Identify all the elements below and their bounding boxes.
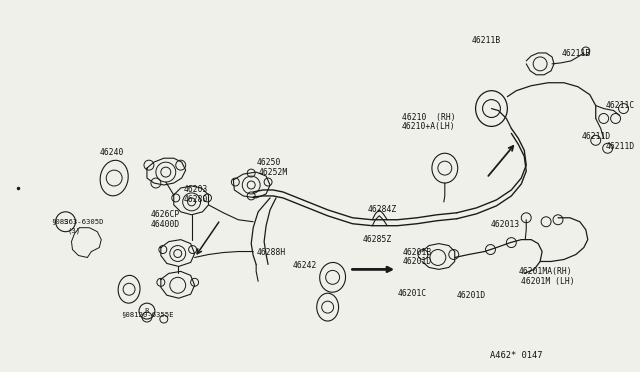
Text: 46240: 46240	[99, 148, 124, 157]
Text: 46280: 46280	[184, 195, 208, 204]
Text: 46211D: 46211D	[582, 132, 611, 141]
Text: 46288H: 46288H	[256, 247, 285, 257]
Text: 46252M: 46252M	[258, 168, 287, 177]
Text: 46210+A(LH): 46210+A(LH)	[402, 122, 456, 131]
Text: A462* 0147: A462* 0147	[490, 351, 543, 360]
Text: 46201D: 46201D	[403, 257, 433, 266]
Text: B: B	[145, 308, 149, 314]
Text: (3): (3)	[67, 228, 81, 234]
Text: 46201B: 46201B	[403, 247, 433, 257]
Text: 46201MA(RH): 46201MA(RH)	[518, 267, 572, 276]
Text: 46211D: 46211D	[605, 142, 635, 151]
Text: §08363-6305D: §08363-6305D	[52, 218, 104, 224]
Text: 4626CP: 4626CP	[151, 210, 180, 219]
Text: 46285Z: 46285Z	[362, 235, 392, 244]
Text: 46203: 46203	[184, 185, 208, 194]
Text: 46250: 46250	[256, 158, 280, 167]
Text: 46211C: 46211C	[605, 100, 635, 110]
Text: 462013: 462013	[490, 220, 520, 229]
Text: S: S	[63, 219, 68, 225]
Text: §08120-6355E: §08120-6355E	[121, 311, 173, 317]
Text: 46211B: 46211B	[562, 49, 591, 58]
Text: 46400D: 46400D	[151, 220, 180, 229]
Text: 46201D: 46201D	[457, 291, 486, 300]
Text: 46201C: 46201C	[397, 289, 426, 298]
Text: 46284Z: 46284Z	[367, 205, 397, 214]
Text: 46211B: 46211B	[472, 36, 501, 45]
Text: 46201M (LH): 46201M (LH)	[521, 278, 575, 286]
Text: 46210  (RH): 46210 (RH)	[402, 112, 456, 122]
Text: 46242: 46242	[293, 262, 317, 270]
